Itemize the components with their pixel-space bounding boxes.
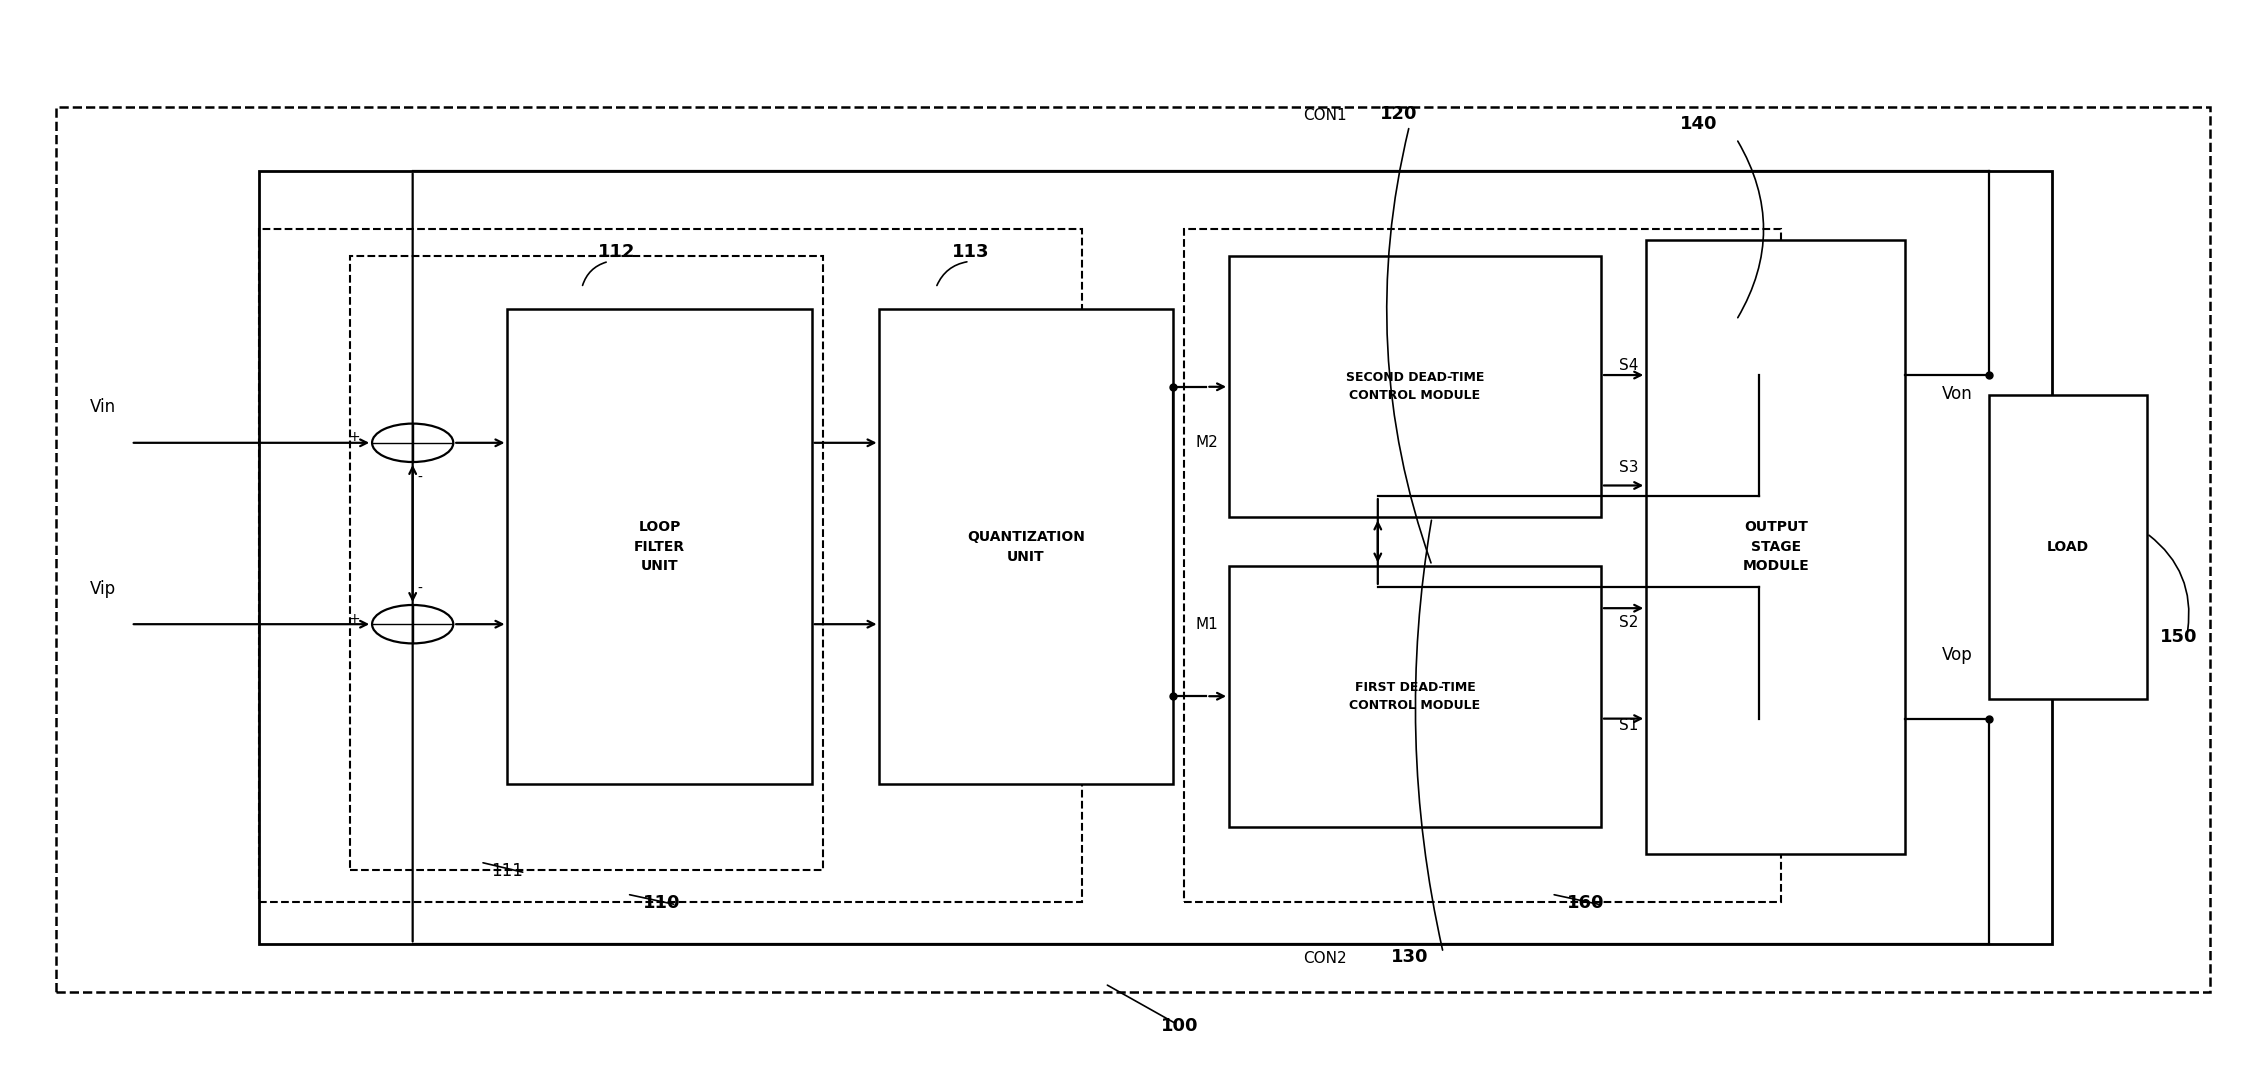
Text: 100: 100 <box>1161 1017 1200 1035</box>
Text: S1: S1 <box>1619 718 1639 733</box>
Text: OUTPUT
STAGE
MODULE: OUTPUT STAGE MODULE <box>1743 521 1809 573</box>
Bar <box>259 229 1082 902</box>
Bar <box>1229 566 1601 827</box>
Bar <box>879 309 1173 784</box>
Text: LOAD: LOAD <box>2048 540 2088 554</box>
Bar <box>1989 395 2147 699</box>
Text: 130: 130 <box>1391 947 1430 966</box>
Text: LOOP
FILTER
UNIT: LOOP FILTER UNIT <box>634 521 686 573</box>
Text: FIRST DEAD-TIME
CONTROL MODULE: FIRST DEAD-TIME CONTROL MODULE <box>1348 681 1482 712</box>
Bar <box>1229 256 1601 517</box>
Text: 111: 111 <box>492 862 523 880</box>
Bar <box>56 107 2210 992</box>
Bar <box>259 171 2052 944</box>
Text: Vin: Vin <box>90 398 117 416</box>
Text: +: + <box>347 611 361 626</box>
Bar <box>1646 240 1905 854</box>
Text: 113: 113 <box>952 243 990 261</box>
Bar <box>350 256 823 870</box>
Text: 112: 112 <box>598 243 636 261</box>
Text: Vip: Vip <box>90 579 117 598</box>
Text: M2: M2 <box>1195 435 1218 450</box>
Text: QUANTIZATION
UNIT: QUANTIZATION UNIT <box>967 530 1085 563</box>
Bar <box>1184 229 1781 902</box>
Text: CON1: CON1 <box>1303 108 1346 123</box>
Text: -: - <box>417 471 422 485</box>
Text: S3: S3 <box>1619 460 1639 475</box>
Text: 110: 110 <box>643 894 681 912</box>
Bar <box>507 309 812 784</box>
Text: CON2: CON2 <box>1303 951 1346 966</box>
Text: 140: 140 <box>1680 115 1718 133</box>
Text: S4: S4 <box>1619 359 1639 373</box>
Text: Von: Von <box>1942 385 1973 403</box>
Text: 150: 150 <box>2160 627 2199 646</box>
Text: 160: 160 <box>1567 894 1606 912</box>
Text: M1: M1 <box>1195 617 1218 632</box>
Text: 120: 120 <box>1380 105 1418 123</box>
Text: S2: S2 <box>1619 615 1639 630</box>
Text: SECOND DEAD-TIME
CONTROL MODULE: SECOND DEAD-TIME CONTROL MODULE <box>1346 371 1484 402</box>
Text: -: - <box>417 582 422 596</box>
Text: Vop: Vop <box>1942 646 1973 664</box>
Text: +: + <box>347 430 361 445</box>
